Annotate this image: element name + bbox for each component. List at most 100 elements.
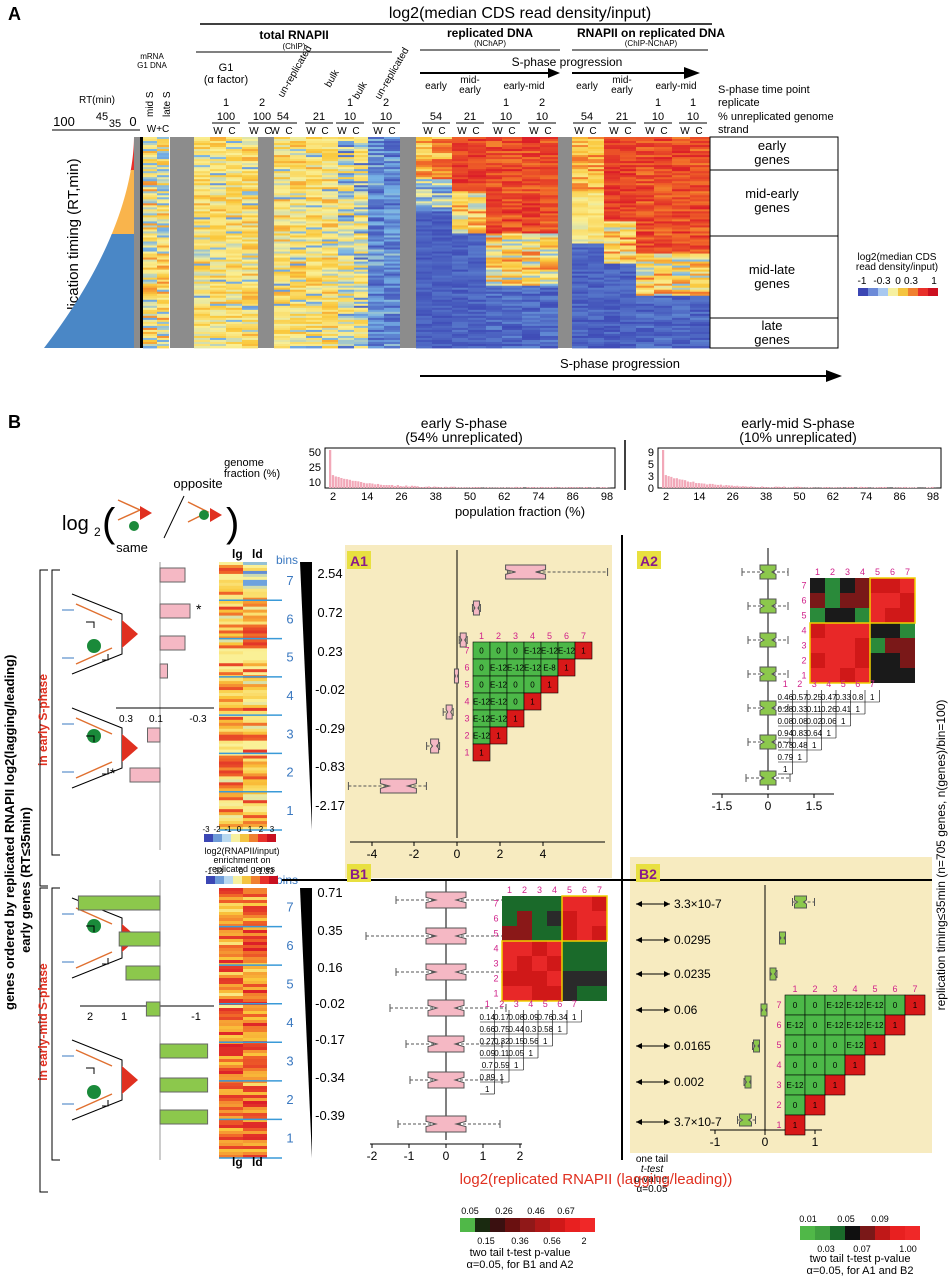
heat-cell: [194, 227, 210, 230]
heat-cell: [654, 309, 672, 313]
heat-cell: [210, 141, 226, 144]
heat-cell: [672, 293, 690, 297]
heat-cell: [416, 193, 432, 196]
heat-cell: [452, 277, 468, 281]
heat-cell: [242, 197, 258, 200]
heat-cell: [636, 303, 654, 307]
heat-cell: [620, 343, 636, 347]
heat-cell: [194, 331, 210, 335]
box-x-tick-label: 4: [540, 847, 547, 861]
heat-cell: [143, 275, 157, 279]
b-heat-cell: [219, 663, 243, 667]
heat-cell: [672, 269, 690, 273]
b-heat-cell: [243, 1101, 267, 1105]
hist-bar: [515, 486, 518, 488]
heat-cell: [620, 153, 636, 156]
heat-cell: [143, 199, 157, 202]
heat-cell: [620, 273, 636, 277]
tri-cell-value: 1: [529, 1049, 534, 1058]
pvalue-arrow-head: [636, 1043, 642, 1049]
heat-cell: [468, 275, 486, 279]
heat-cell: [368, 261, 384, 264]
heat-cell: [636, 221, 654, 224]
tri-cell-value: 1: [572, 1013, 577, 1022]
heat-cell: [502, 267, 522, 271]
heat-cell: [604, 265, 620, 269]
hist-bar: [725, 485, 728, 488]
heat-cell: [143, 305, 157, 309]
heat-cell: [636, 345, 654, 349]
heat-cell: [368, 327, 384, 331]
heat-cell: [354, 171, 368, 174]
heat-cell: [468, 175, 486, 178]
heat-cell: [636, 309, 654, 313]
heat-cell: [338, 219, 354, 222]
heat-cell: [210, 179, 226, 182]
pval-heat-row-header: 7: [801, 581, 806, 591]
heat-cell: [604, 161, 620, 164]
heat-cell: [540, 221, 558, 224]
heat-cell: [143, 163, 157, 166]
heat-cell: [522, 177, 540, 180]
b-heat-cell: [243, 981, 267, 985]
heat-cell: [157, 217, 169, 220]
b-heat-cell: [219, 719, 243, 724]
matrix-cell-value: 1: [530, 698, 535, 707]
heat-cell: [306, 319, 322, 323]
heat-cell: [242, 255, 258, 258]
schematic-paren-open: (: [102, 501, 116, 545]
heat-cell: [322, 285, 338, 289]
heat-cell: [672, 203, 690, 206]
subpanel-label: B2: [639, 866, 657, 882]
heat-cell: [416, 285, 432, 289]
pval-heat-row-header: 1: [801, 671, 806, 681]
heat-cell: [620, 255, 636, 258]
heat-cell: [242, 319, 258, 323]
heat-cell: [572, 201, 588, 204]
heat-cell: [636, 325, 654, 329]
heat-cell: [468, 337, 486, 341]
heat-cell: [226, 303, 242, 307]
heat-cell: [588, 177, 604, 180]
b-heat-cell: [219, 773, 243, 777]
heat-cell: [274, 143, 290, 146]
heat-cell: [242, 175, 258, 178]
bin-number: 2: [286, 765, 293, 780]
heat-cell: [157, 245, 169, 248]
heat-cell: [604, 139, 620, 142]
heat-cell: [572, 163, 588, 166]
heat-cell: [354, 323, 368, 327]
a-legend-swatch: [888, 288, 898, 296]
heat-cell: [210, 217, 226, 220]
heat-cell: [588, 239, 604, 242]
heat-cell: [226, 157, 242, 160]
tri-cell-value: 0.15: [508, 1037, 524, 1046]
heat-cell: [274, 277, 290, 281]
matrix-col-header: 5: [872, 984, 877, 994]
heat-cell: [540, 277, 558, 281]
matrix-cell-value: 0: [513, 681, 518, 690]
tri-cell-value: 0.47: [821, 693, 837, 702]
heat-cell: [486, 203, 502, 206]
heat-cell: [290, 253, 306, 256]
heat-cell: [338, 281, 354, 285]
heat-cell: [416, 177, 432, 180]
heat-cell: [588, 277, 604, 281]
heat-cell: [354, 235, 368, 238]
b-heat-cell: [243, 797, 267, 801]
heat-cell: [368, 307, 384, 311]
heat-cell: [210, 321, 226, 325]
heat-cell: [636, 293, 654, 297]
heat-cell: [468, 237, 486, 240]
heat-cell: [572, 249, 588, 252]
heat-cell: [672, 207, 690, 210]
heat-cell: [210, 283, 226, 287]
heat-cell: [672, 243, 690, 246]
heat-cell: [338, 177, 354, 180]
heat-cell: [452, 233, 468, 236]
pval-heat-cell: [885, 608, 900, 623]
matrix-cell-value: 1: [513, 715, 518, 724]
heat-cell: [384, 191, 400, 194]
hist-bar: [722, 485, 725, 488]
heat-cell: [588, 303, 604, 307]
